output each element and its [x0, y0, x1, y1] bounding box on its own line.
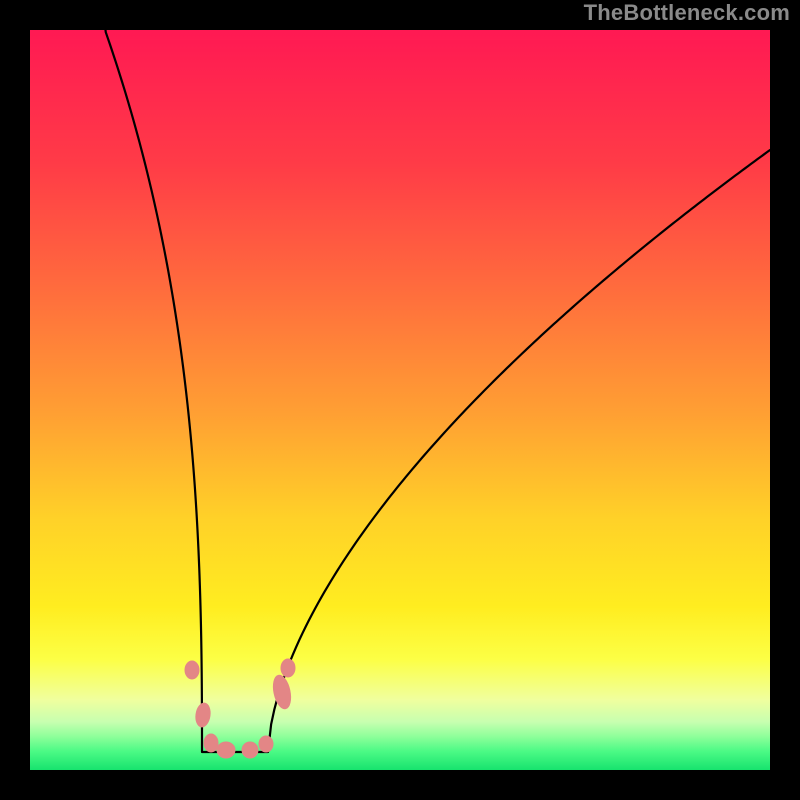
watermark-text: TheBottleneck.com — [584, 0, 790, 26]
curve-marker — [281, 659, 295, 677]
curve-marker — [217, 742, 235, 758]
curve-marker — [242, 742, 258, 758]
curve-marker — [259, 736, 273, 752]
curve-marker — [204, 734, 218, 752]
chart-frame: TheBottleneck.com — [0, 0, 800, 800]
plot-svg — [30, 30, 770, 770]
curve-marker — [185, 661, 199, 679]
gradient-background — [30, 30, 770, 770]
plot-area — [30, 30, 770, 770]
